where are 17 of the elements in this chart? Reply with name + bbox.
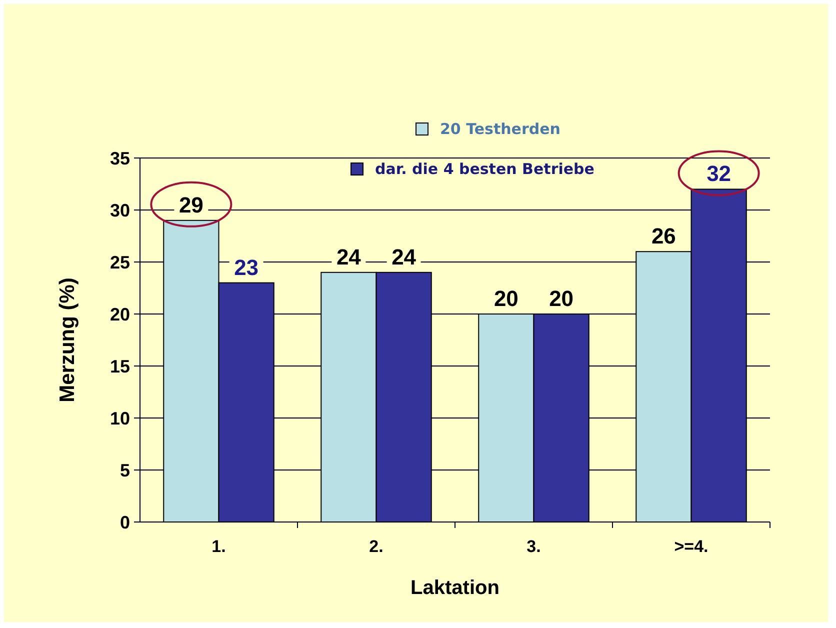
x-axis-title: Laktation bbox=[410, 577, 500, 599]
y-tick-label: 20 bbox=[110, 304, 130, 324]
x-tick-label: 1. bbox=[212, 537, 226, 556]
legend-label: dar. die 4 besten Betriebe bbox=[375, 160, 594, 178]
y-axis-title: Merzung (%) bbox=[56, 278, 79, 402]
data-label: 32 bbox=[706, 161, 732, 186]
legend-label: 20 Testherden bbox=[440, 120, 560, 138]
y-tick-label: 0 bbox=[120, 512, 130, 532]
x-tick-label: 2. bbox=[369, 537, 384, 556]
y-tick-label: 35 bbox=[110, 148, 130, 168]
x-tick-label: 3. bbox=[526, 537, 541, 556]
y-tick-label: 30 bbox=[110, 200, 130, 220]
y-tick-label: 10 bbox=[110, 408, 130, 428]
y-tick-label: 15 bbox=[110, 356, 130, 376]
y-tick-label: 5 bbox=[120, 460, 130, 480]
y-tick-label: 25 bbox=[110, 252, 130, 272]
x-tick-label: >=4. bbox=[674, 537, 708, 556]
